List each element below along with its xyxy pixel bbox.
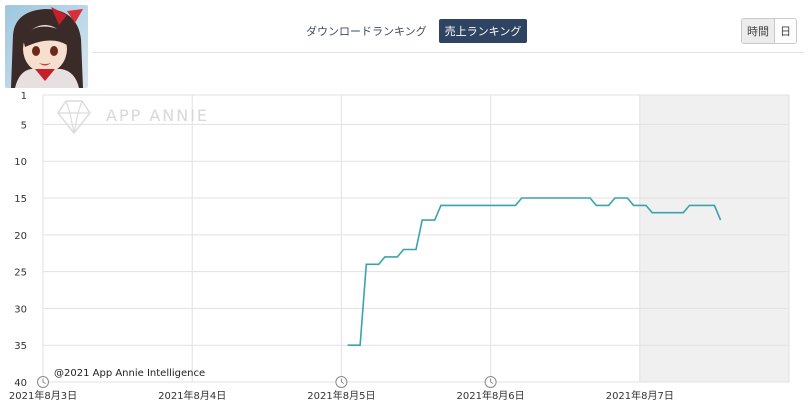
y-tick-label: 5 [21, 120, 27, 131]
annotation-clock-icon[interactable] [335, 376, 348, 388]
app-icon-art [5, 5, 88, 88]
series-line-revenue-rank [347, 197, 722, 346]
x-tick-label: 2021年8月5日 [307, 389, 375, 402]
x-tick-label: 2021年8月6日 [457, 389, 525, 402]
x-tick-label: 2021年8月7日 [606, 389, 674, 402]
copyright-text: @2021 App Annie Intelligence [54, 368, 205, 379]
granularity-toggle: 時間 日 [741, 18, 797, 44]
x-tick-label: 2021年8月4日 [158, 389, 226, 402]
watermark: APP ANNIE [57, 100, 209, 135]
y-tick-label: 20 [14, 231, 27, 242]
app-icon [5, 5, 88, 88]
y-tick-label: 35 [14, 341, 27, 352]
y-tick-label: 15 [14, 194, 27, 205]
granularity-daily-button[interactable]: 日 [774, 19, 796, 43]
y-tick-label: 40 [14, 378, 27, 389]
tab-download-ranking[interactable]: ダウンロードランキング [306, 25, 427, 38]
app-annie-logo-icon [57, 100, 91, 135]
y-tick-label: 1 [21, 91, 27, 102]
watermark-text: APP ANNIE [106, 106, 209, 125]
chart-grid [42, 94, 790, 383]
x-tick-label: 2021年8月3日 [9, 389, 77, 402]
ranking-type-tabs: ダウンロードランキング 売上ランキング [300, 19, 528, 43]
y-tick-label: 10 [14, 157, 27, 168]
annotation-clock-icon[interactable] [37, 376, 49, 388]
header-divider [92, 52, 804, 53]
y-tick-label: 30 [14, 304, 27, 315]
granularity-hourly-button[interactable]: 時間 [742, 19, 774, 43]
x-axis-ticks: 2021年8月3日 2021年8月4日 2021年8月5日 2021年8月6日 2021… [9, 376, 674, 402]
annotation-clock-icon[interactable] [484, 376, 497, 388]
future-shaded-region [639, 95, 789, 382]
tab-revenue-ranking[interactable]: 売上ランキング [438, 19, 528, 43]
y-tick-label: 25 [14, 268, 27, 279]
